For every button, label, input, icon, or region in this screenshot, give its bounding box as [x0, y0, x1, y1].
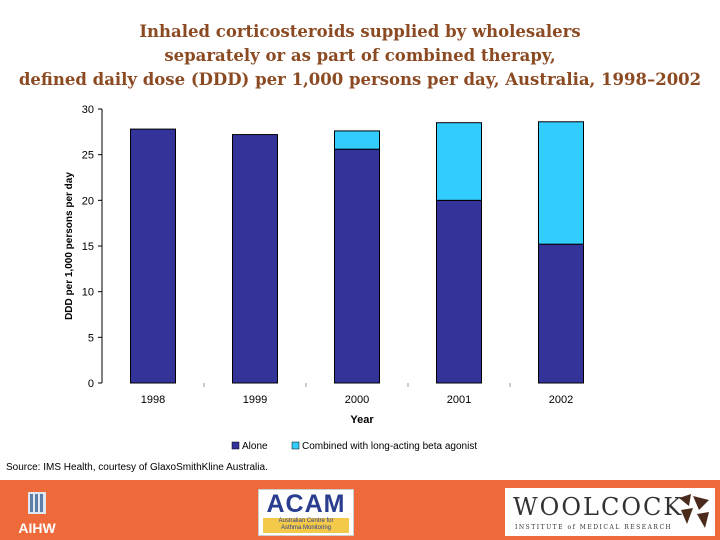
stacked-bar-chart: 0 5 10 15 20 25 30 DDD per 1,000 persons per da…	[64, 104, 584, 452]
acam-subtitle-line-1: Australian Centre for	[278, 518, 334, 524]
y-tick-label: 30	[82, 104, 94, 116]
y-tick-label: 15	[82, 241, 94, 253]
chart-title: Inhaled corticosteroids supplied by whol…	[0, 20, 720, 92]
x-tick-label: 2001	[447, 394, 471, 406]
x-tick-label: 2000	[345, 394, 369, 406]
x-tick-label: 1999	[243, 394, 267, 406]
y-tick-label: 0	[88, 378, 94, 390]
legend-label: Combined with long-acting beta agonist	[302, 441, 477, 452]
woolcock-emblem-icon	[679, 494, 709, 528]
woolcock-logo-subtitle: INSTITUTE of MEDICAL RESEARCH	[515, 524, 673, 531]
acam-subtitle-line-2: Asthma Monitoring	[280, 525, 332, 531]
x-axis-label: Year	[350, 414, 374, 426]
bar-alone-2002	[538, 243, 584, 384]
footer-banner: AIHW ACAM Australian Centre for Asthma M…	[0, 480, 720, 540]
legend-swatch	[231, 441, 240, 450]
bar-alone-1998	[130, 128, 176, 384]
title-line-2: separately or as part of combined therap…	[164, 46, 556, 65]
y-axis-label: DDD per 1,000 persons per day	[64, 172, 75, 320]
aihw-emblem-icon	[28, 492, 46, 514]
title-line-1: Inhaled corticosteroids supplied by whol…	[139, 22, 581, 41]
aihw-logo-text: AIHW	[18, 520, 56, 536]
y-tick-label: 5	[88, 332, 94, 344]
acam-logo-subtitle: Australian Centre for Asthma Monitoring	[263, 518, 349, 533]
y-tick-label: 10	[82, 287, 94, 299]
x-tick-label: 2002	[549, 394, 573, 406]
bar-alone-2001	[436, 199, 482, 384]
source-note: Source: IMS Health, courtesy of GlaxoSmi…	[6, 462, 268, 473]
bar-combined-2002	[538, 121, 584, 245]
x-tick-label: 1998	[141, 394, 165, 406]
acam-logo: ACAM Australian Centre for Asthma Monito…	[258, 489, 354, 536]
y-tick-label: 25	[82, 150, 94, 162]
y-tick-label: 20	[82, 195, 94, 207]
acam-logo-text: ACAM	[266, 490, 346, 518]
title-line-3: defined daily dose (DDD) per 1,000 perso…	[18, 70, 702, 89]
bar-combined-2001	[436, 122, 482, 201]
woolcock-logo-text: WOOLCOCK	[513, 493, 684, 521]
bar-alone-2000	[334, 148, 380, 384]
aihw-logo: AIHW	[14, 488, 60, 536]
legend-swatch	[291, 441, 300, 450]
legend-label: Alone	[242, 441, 268, 452]
woolcock-logo: WOOLCOCK INSTITUTE of MEDICAL RESEARCH	[505, 488, 715, 536]
bar-alone-1999	[232, 134, 278, 384]
bar-combined-2000	[334, 130, 380, 150]
